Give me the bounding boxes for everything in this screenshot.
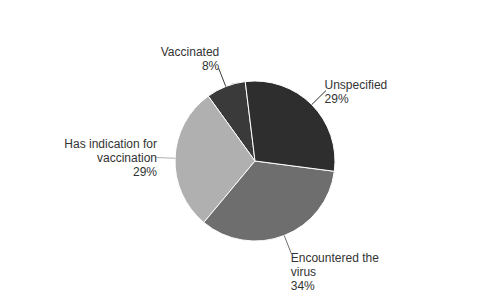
svg-text:Encountered thevirus34%: Encountered thevirus34% [291, 251, 379, 293]
svg-text:Vaccinated8%: Vaccinated8% [161, 45, 220, 73]
svg-text:Has indication forvaccination2: Has indication forvaccination29% [64, 137, 157, 179]
svg-text:Unspecified29%: Unspecified29% [325, 78, 388, 106]
